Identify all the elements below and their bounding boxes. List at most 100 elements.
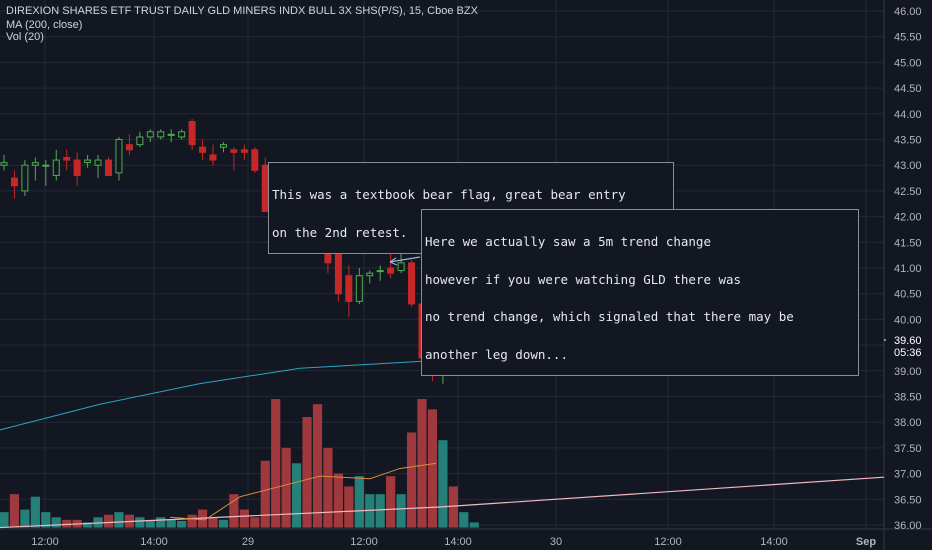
volume-bar [281, 447, 291, 528]
candle-body [408, 262, 416, 305]
volume-bar [417, 399, 427, 528]
x-tick-label: 29 [242, 536, 254, 548]
candle [366, 270, 374, 284]
volume-bar [83, 522, 93, 528]
volume-bar [51, 517, 61, 528]
candle-body [397, 262, 405, 272]
volume-bars [0, 399, 479, 528]
candle [52, 149, 60, 181]
candle [63, 149, 71, 171]
volume-bar [9, 494, 20, 528]
volume-indicator-label[interactable]: Vol (20) [6, 31, 44, 43]
volume-bar [218, 519, 229, 528]
candle-body [230, 149, 238, 153]
x-tick-label: Sep [856, 536, 876, 548]
volume-bar [135, 517, 145, 528]
candle-body [157, 131, 165, 138]
volume-bar [302, 417, 312, 528]
candle-body [94, 159, 102, 166]
volume-bar [375, 494, 385, 528]
volume-bar [448, 486, 458, 528]
candle [105, 157, 112, 176]
ma-indicator-label[interactable]: MA (200, close) [6, 19, 83, 31]
volume-bar [0, 512, 9, 528]
volume-bar [292, 463, 302, 528]
candle-body [136, 136, 144, 146]
y-tick-label: 44.00 [894, 109, 922, 121]
volume-bar [427, 409, 438, 528]
y-tick-label: 36.00 [894, 520, 922, 532]
candle [31, 157, 39, 181]
candle-body [105, 159, 112, 176]
y-tick-label: 45.50 [894, 32, 922, 44]
y-tick-label: 45.00 [894, 57, 922, 69]
y-tick-label: 38.00 [894, 417, 922, 429]
candle-body [355, 275, 363, 302]
candle [157, 129, 165, 140]
y-tick-label: 44.50 [894, 83, 922, 95]
candle-body [334, 252, 342, 295]
candle [178, 129, 186, 140]
x-tick-label: 12:00 [654, 536, 682, 548]
volume-bar [438, 440, 448, 528]
candle [408, 260, 416, 307]
candle-body [0, 162, 8, 166]
candle-body [42, 164, 50, 167]
volume-bar [156, 517, 166, 528]
candle [0, 154, 8, 171]
y-tick-label: 41.50 [894, 237, 922, 249]
candle [376, 265, 384, 281]
candle [230, 147, 238, 171]
y-tick-label: 43.50 [894, 135, 922, 147]
candle-body [376, 270, 384, 273]
trend-change-note[interactable]: Here we actually saw a 5m trend change h… [421, 209, 859, 376]
price-axis: 46.00 45.50 45.00 44.50 44.00 43.50 43.00 42.50… [884, 6, 932, 532]
volume-bar [229, 494, 239, 528]
volume-bar [103, 514, 114, 528]
volume-bar [386, 476, 396, 528]
candle-body [10, 177, 18, 187]
candle-body [366, 272, 374, 277]
symbol-title: DIREXION SHARES ETF TRUST DAILY GLD MINE… [6, 5, 478, 17]
volume-bar [187, 514, 197, 528]
y-tick-label: 36.50 [894, 494, 922, 506]
x-tick-label: 30 [550, 536, 562, 548]
bear-flag-note-line: on the 2nd retest. [272, 224, 408, 240]
candle [188, 118, 196, 150]
volume-bar [20, 509, 30, 528]
candle [115, 136, 123, 181]
trend-change-arrow [389, 256, 421, 266]
trend-change-note-line: however if you were watching GLD there w… [425, 271, 742, 287]
candle [345, 265, 353, 317]
y-tick-label: 40.50 [894, 289, 922, 301]
x-tick-label: 12:00 [31, 536, 59, 548]
volume-bar [459, 512, 469, 528]
candle [209, 144, 217, 166]
y-tick-label: 37.50 [894, 443, 922, 455]
candle-body [188, 121, 196, 146]
candle-body [167, 133, 175, 136]
volume-bar [250, 517, 260, 528]
long-trend-line [0, 476, 885, 529]
candle [167, 129, 175, 143]
candle [136, 131, 144, 148]
bear-flag-note-line: This was a textbook bear flag, great bea… [272, 187, 626, 202]
y-tick-label: 42.00 [894, 212, 922, 224]
candle-body [73, 159, 81, 176]
candle-body [178, 131, 186, 138]
time-axis: 12:00 14:00 29 12:00 14:00 30 12:00 14:00 Sep [31, 536, 876, 548]
y-tick-label: 42.50 [894, 186, 922, 198]
y-tick-label: 43.00 [894, 160, 922, 172]
y-tick-label: 40.00 [894, 314, 922, 326]
candle [199, 139, 207, 161]
candle-body [63, 156, 71, 161]
candle-body [31, 162, 39, 166]
x-tick-label: 14:00 [444, 536, 472, 548]
candle-body [125, 144, 133, 151]
volume-bar [208, 517, 218, 528]
candle-body [387, 267, 395, 274]
y-tick-label: 37.00 [894, 469, 922, 481]
candle-body [21, 164, 29, 192]
volume-bar [30, 496, 40, 528]
volume-bar [333, 473, 343, 528]
